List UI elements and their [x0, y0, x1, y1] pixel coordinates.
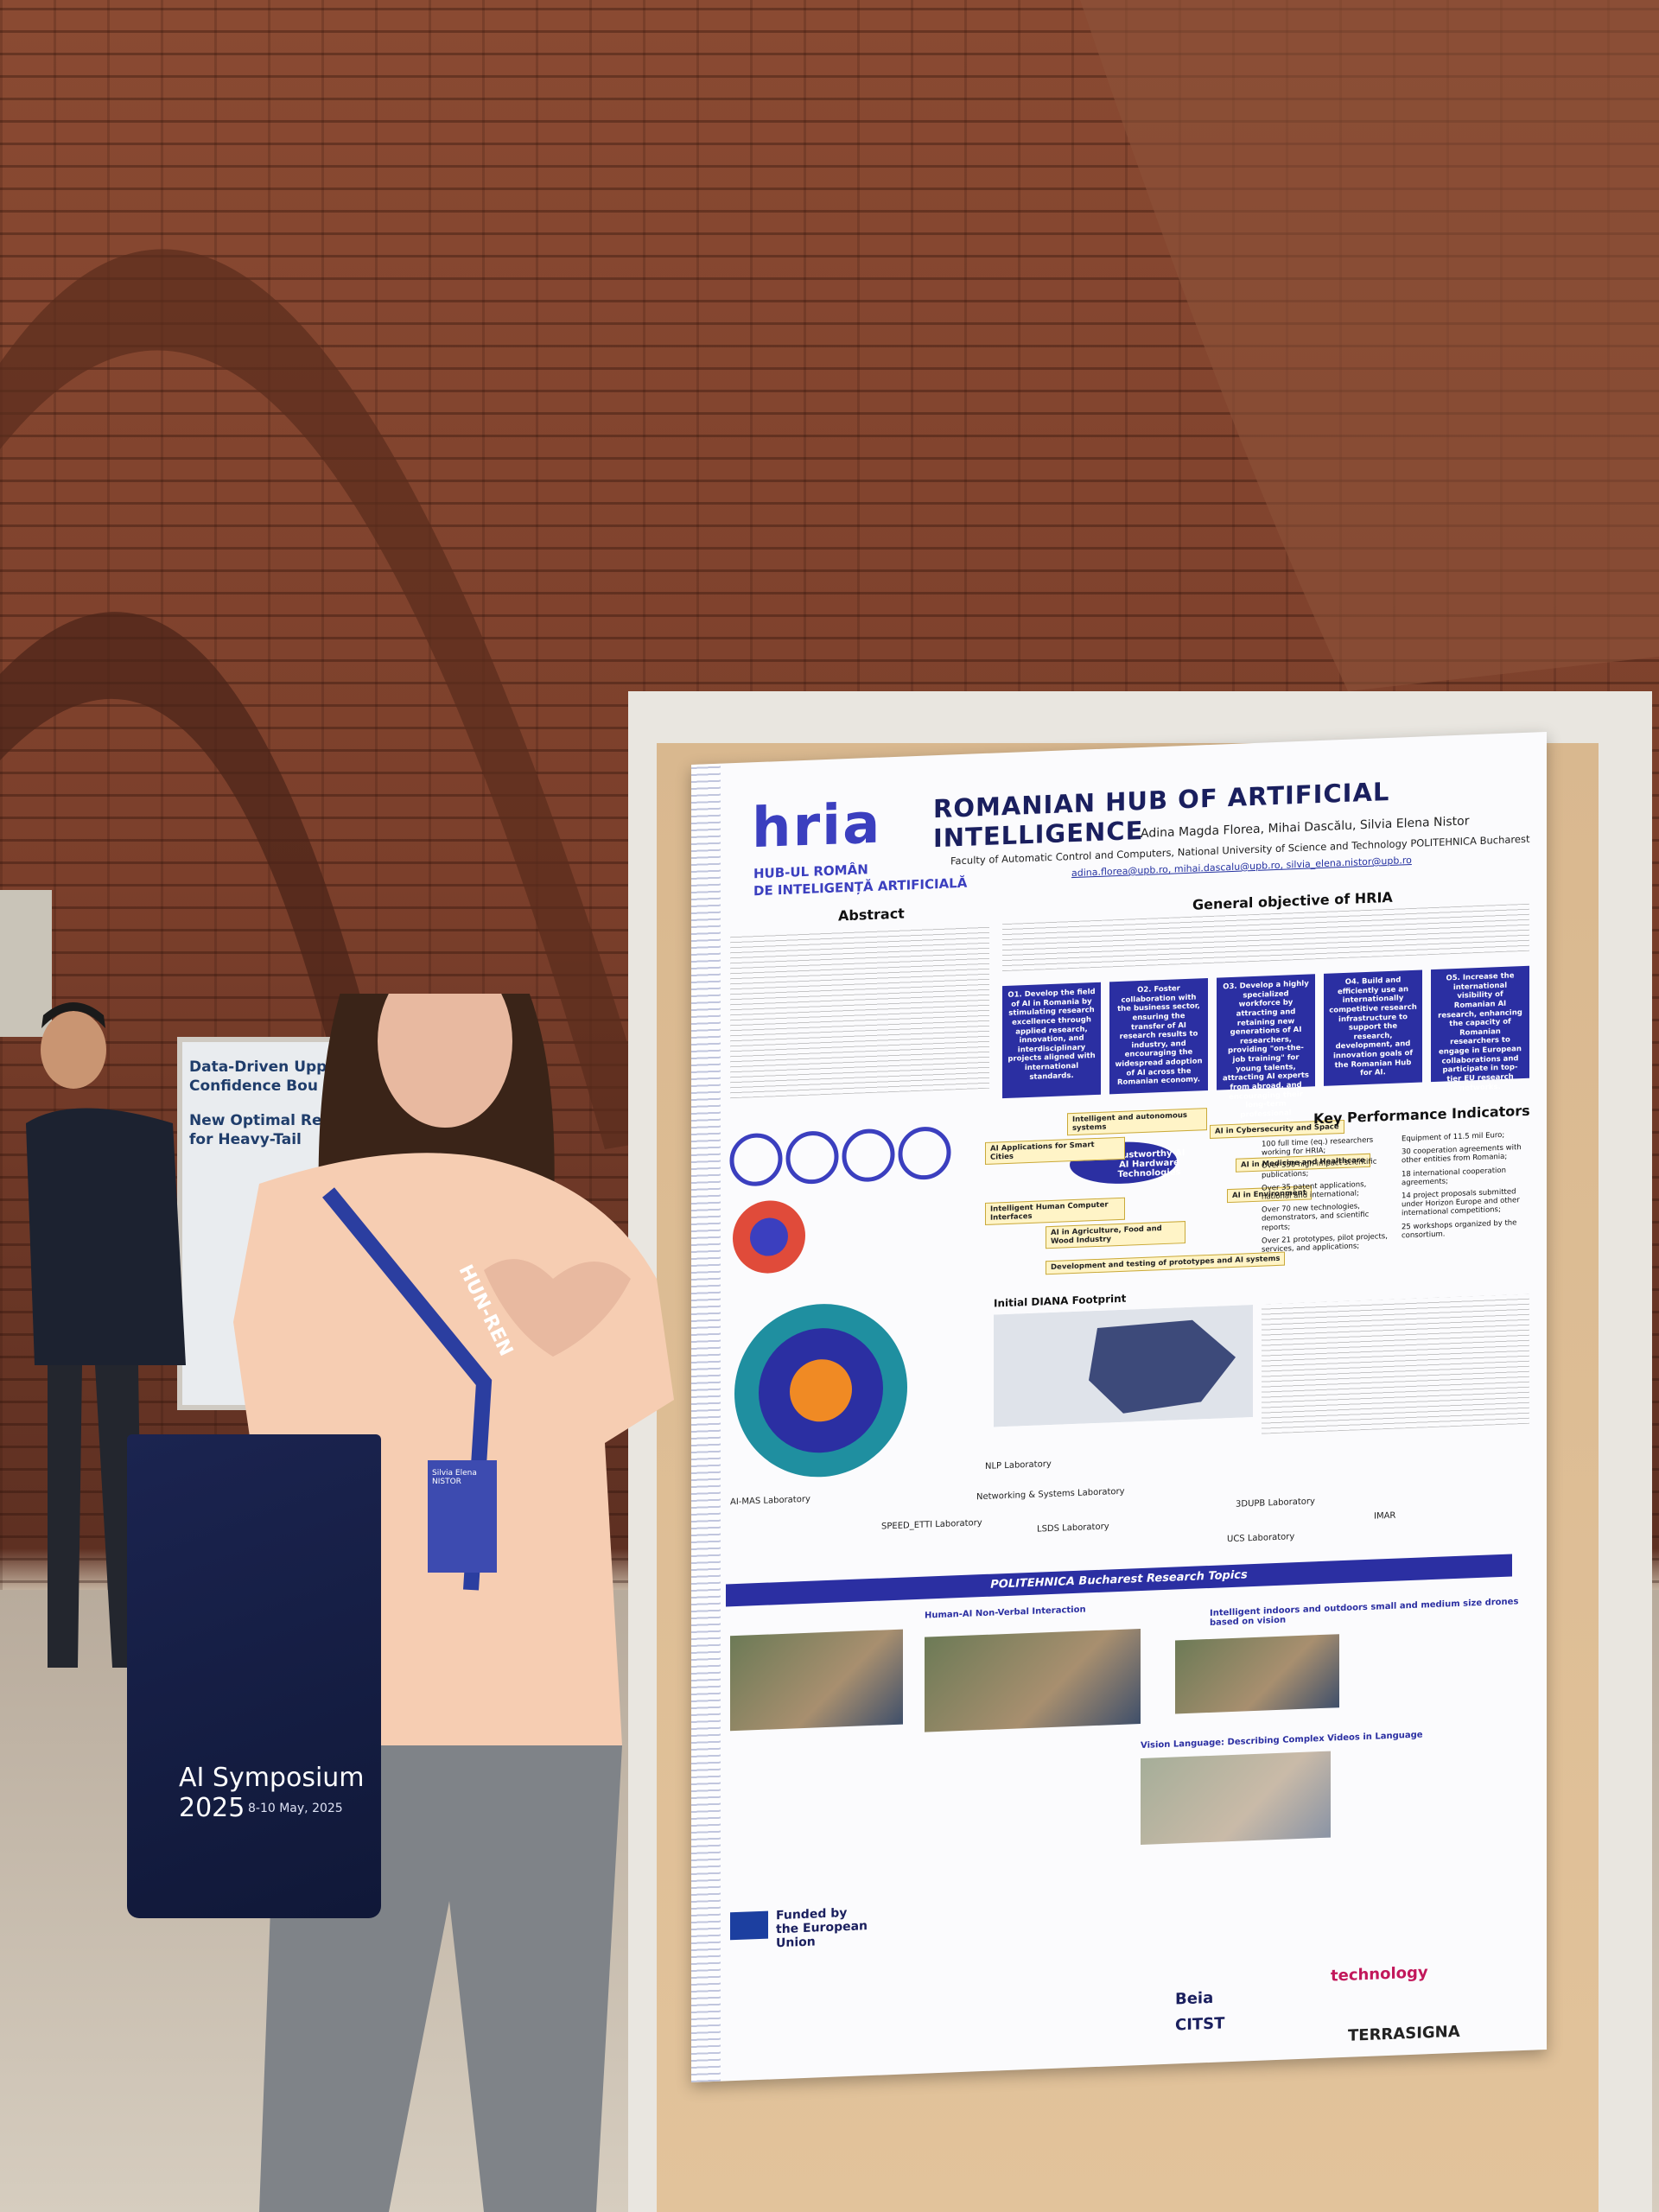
kpi-item: 18 international cooperation agreements; — [1402, 1166, 1507, 1188]
objectives: O1. Develop the field of AI in Romania b… — [1002, 965, 1529, 1137]
kpi-item: 30 cooperation agreements with other ent… — [1402, 1143, 1522, 1166]
background-poster-title: Data-Driven Upper Confidence Bou — [189, 1058, 345, 1096]
logo-subtitle: HUB-UL ROMÂN — [753, 861, 868, 882]
research-topics-banner: POLITEHNICA Bucharest Research Topics — [726, 1554, 1512, 1607]
kpi-item: 14 project proposals submitted under Hor… — [1402, 1187, 1520, 1218]
kpi-item: 25 workshops organized by the consortium… — [1402, 1217, 1517, 1241]
topic-heading: Human-AI Non-Verbal Interaction — [925, 1605, 1086, 1621]
partner-logo: Beia — [1175, 1988, 1214, 2009]
objective-box: O1. Develop the field of AI in Romania b… — [1002, 982, 1101, 1099]
objective-text — [1002, 903, 1529, 972]
lab-label: UCS Laboratory — [1227, 1532, 1295, 1545]
figure — [1141, 1751, 1331, 1846]
lab-label: NLP Laboratory — [985, 1459, 1052, 1471]
lab-label: LSDS Laboratory — [1037, 1522, 1109, 1535]
partner-logo: technology — [1331, 1963, 1428, 1986]
objective-box: O5. Increase the international visibilit… — [1431, 965, 1529, 1092]
kpi-item: Over 35 patent applications, national an… — [1262, 1179, 1367, 1202]
kpi-list: 100 full time (eq.) researchers working … — [1262, 1130, 1529, 1255]
eu-flag — [730, 1910, 768, 1941]
topic-heading: Vision Language: Describing Complex Vide… — [1141, 1730, 1423, 1751]
abstract-text — [730, 924, 989, 1099]
concept-wheel — [734, 1304, 907, 1478]
binary-strip — [691, 763, 721, 2082]
methodology-graphic — [729, 1127, 951, 1274]
objective-box: O2. Foster collaboration with the busine… — [1109, 978, 1208, 1095]
map — [994, 1305, 1253, 1427]
partner-logo: TERRASIGNA — [1348, 2022, 1460, 2045]
kpi-item: Over 350 high-impact scientific publicat… — [1262, 1157, 1377, 1180]
kpi-item: 100 full time (eq.) researchers working … — [1262, 1135, 1374, 1158]
figure — [925, 1629, 1141, 1732]
partner-logo: CITST — [1175, 2014, 1225, 2035]
kpi-item: Equipment of 11.5 mil Euro; — [1402, 1130, 1505, 1144]
poster: hria HUB-UL ROMÂN DE INTELIGENȚĂ ARTIFIC… — [691, 731, 1547, 2082]
topic-heading: Intelligent indoors and outdoors small a… — [1210, 1597, 1519, 1628]
kpi-heading: Key Performance Indicators — [1313, 1102, 1530, 1128]
funding: Funded by the European Union — [776, 1906, 868, 1951]
background-poster-title: New Optimal Regret for Heavy-Tail — [189, 1112, 357, 1149]
bag-date: 8-10 May, 2025 — [248, 1802, 343, 1815]
logo: hria — [752, 791, 882, 861]
lab-label: IMAR — [1374, 1510, 1396, 1522]
diagram-center-text: AI Hardware Technologies — [1117, 1158, 1181, 1180]
lab-label: AI-MAS Laboratory — [730, 1494, 810, 1508]
map-heading: Initial DIANA Footprint — [994, 1292, 1127, 1310]
consortium-text — [1262, 1294, 1529, 1434]
lab-label: Networking & Systems Laboratory — [976, 1486, 1125, 1503]
tote-bag: AI Symposium 2025 8-10 May, 2025 — [127, 1434, 381, 1918]
figure — [730, 1629, 903, 1732]
lab-label: SPEED_ETTI Laboratory — [881, 1518, 982, 1532]
kpi-item: Over 70 new technologies, demonstrators,… — [1262, 1202, 1370, 1233]
abstract-heading: Abstract — [838, 905, 905, 925]
objective-box: O4. Build and efficiently use an interna… — [1324, 969, 1422, 1086]
bag-title: AI Symposium 2025 — [179, 1763, 365, 1823]
kpi-item: Over 21 prototypes, pilot projects, serv… — [1262, 1231, 1388, 1255]
arches — [0, 0, 1659, 1150]
objective-box: O3. Develop a highly specialized workfor… — [1217, 974, 1315, 1137]
figure — [1175, 1634, 1339, 1714]
badge-name: Silvia Elena NISTOR — [432, 1469, 477, 1486]
lab-label: 3DUPB Laboratory — [1236, 1497, 1315, 1510]
